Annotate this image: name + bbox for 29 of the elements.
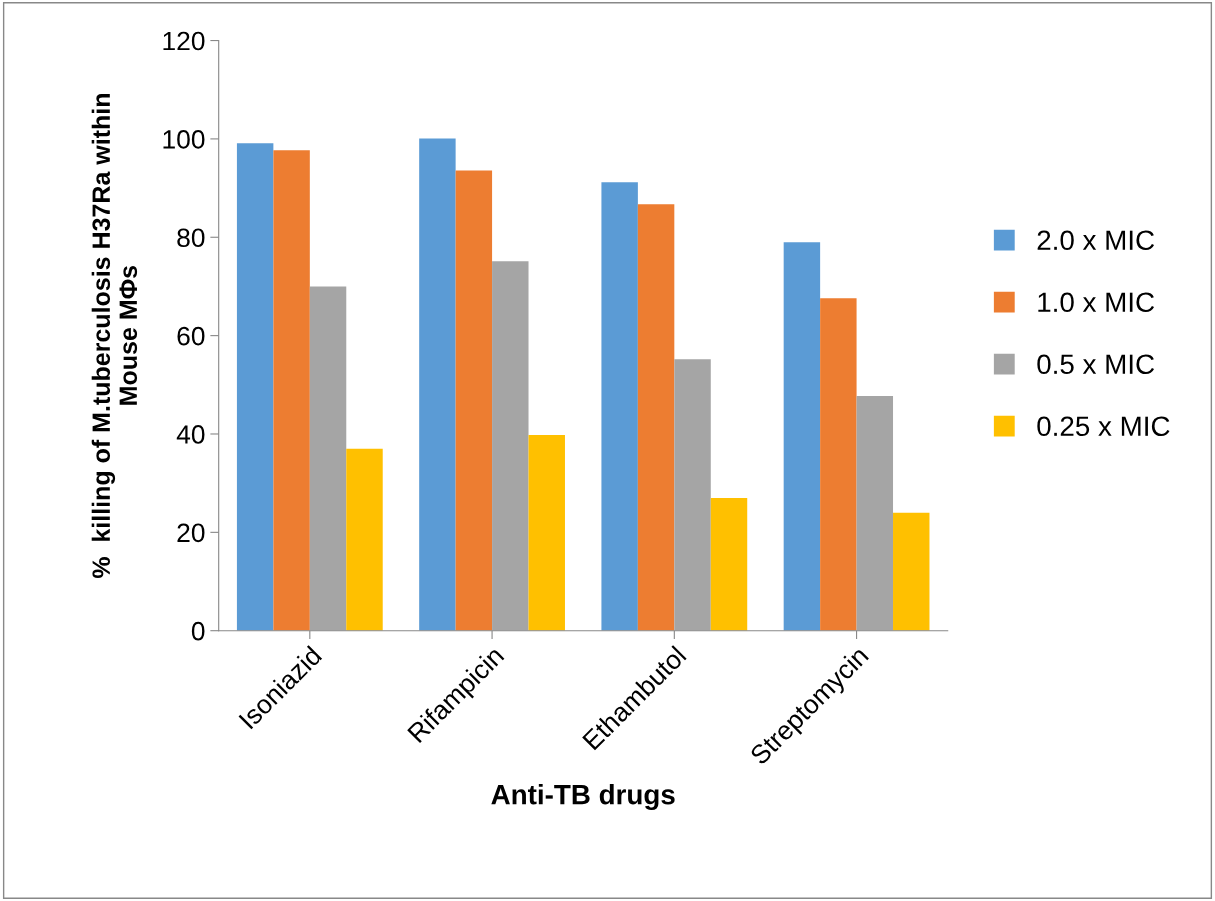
bar: [309, 286, 347, 631]
legend-label: 0.5 x MIC: [1037, 354, 1155, 375]
y-tick-label: 120: [163, 31, 205, 51]
y-tick-label: 100: [163, 130, 205, 149]
y-tick-label: 0: [191, 621, 205, 641]
bar: [893, 512, 930, 631]
bar: [820, 298, 857, 631]
bar: [601, 182, 638, 631]
y-axis-title: % killing of M.tuberculosis H37Ra within Mouse MΦs: [91, 94, 138, 579]
bar: [346, 448, 383, 631]
bar: [637, 204, 675, 631]
legend-label: 2.0 x MIC: [1037, 230, 1155, 251]
bar: [674, 359, 711, 631]
bar: [856, 396, 894, 631]
x-axis-title: Anti-TB drugs: [491, 784, 675, 811]
y-tick-label: 60: [177, 326, 205, 346]
y-tick-label: 80: [177, 228, 205, 248]
bar: [528, 434, 565, 631]
bar: [710, 497, 748, 631]
y-tick-label: 20: [177, 523, 205, 543]
legend-label: 0.25 x MIC: [1037, 416, 1170, 437]
legend-label: 1.0 x MIC: [1038, 292, 1155, 313]
bar: [273, 150, 310, 631]
bar: [783, 242, 821, 631]
bar: [455, 170, 493, 631]
bar: [236, 143, 274, 631]
y-tick-label: 40: [176, 425, 205, 444]
bar: [419, 138, 456, 631]
bar: [492, 261, 529, 631]
